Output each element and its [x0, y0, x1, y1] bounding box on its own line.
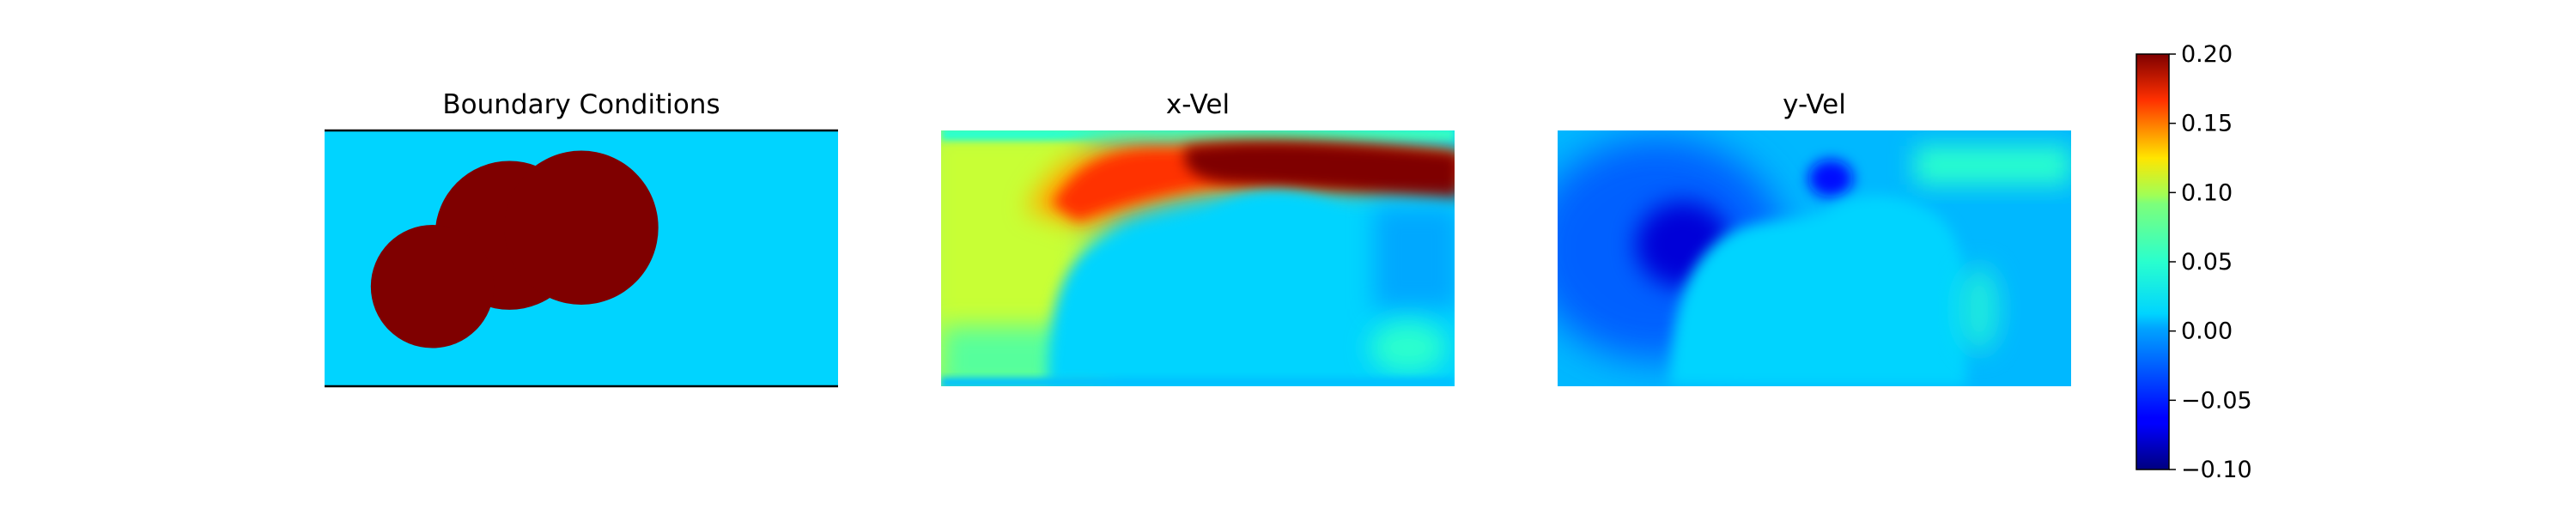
colorbar-gradient	[2136, 53, 2170, 470]
boundary-obstacles	[370, 150, 659, 348]
obstacle-2	[370, 225, 495, 348]
obstacle-3	[504, 150, 659, 305]
colorbar-tick-label: 0.10	[2181, 179, 2233, 206]
panel-title-xvel: x-Vel	[1166, 89, 1230, 120]
panel-boundary-conditions: Boundary Conditions	[325, 89, 838, 388]
colorbar-tick-label: 0.20	[2181, 41, 2233, 68]
colorbar: 0.20 0.15 0.10 0.05 0.00 −0.05 −0.10	[2136, 41, 2252, 483]
colorbar-tick-label: 0.15	[2181, 111, 2233, 137]
colorbar-tick-label: 0.00	[2181, 318, 2233, 345]
heatmap-x-velocity	[941, 130, 1455, 386]
colorbar-tick-label: −0.10	[2181, 457, 2252, 483]
colorbar-tick-label: 0.05	[2181, 249, 2233, 276]
heatmap-y-velocity	[1558, 130, 2071, 386]
colorbar-tick-label: −0.05	[2181, 387, 2252, 414]
colorbar-ticks: 0.20 0.15 0.10 0.05 0.00 −0.05 −0.10	[2169, 41, 2252, 483]
panel-title-boundary: Boundary Conditions	[442, 89, 720, 120]
panel-title-yvel: y-Vel	[1783, 89, 1846, 120]
panel-y-vel: y-Vel	[1558, 89, 2071, 386]
panel-x-vel: x-Vel	[941, 89, 1455, 386]
